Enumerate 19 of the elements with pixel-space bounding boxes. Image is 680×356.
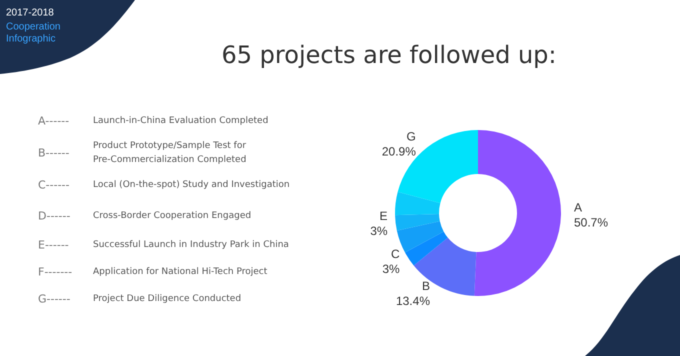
slice-label: C	[390, 246, 400, 261]
text: A------ Launch-in-China Evaluation Completed	[38, 114, 268, 128]
data-label: 50.7%	[574, 215, 608, 230]
text: F------- Application for National Hi-Tech Project	[38, 266, 268, 278]
chart-title: 65 projects are followed up:	[222, 41, 556, 69]
text: 2017-2018 Cooperation Infographic	[6, 8, 60, 44]
data-label: 3%	[370, 224, 388, 238]
text: B------ Product Prototype/Sample Test for Pre-Commercialization Completed	[38, 141, 246, 165]
data-label: 20.9%	[382, 144, 416, 159]
slice-label: E	[380, 208, 388, 223]
text: E------ Successful Launch in Industry Park in China	[38, 238, 289, 252]
slice-label: G	[406, 130, 416, 144]
text: C------ Local (On-the-spot) Study and Investigation	[38, 178, 290, 192]
slice-label: A	[574, 200, 582, 214]
text: D------ Cross-Border Cooperation Engaged	[38, 210, 252, 222]
slice-label: B	[422, 278, 430, 293]
text: G------ Project Due Diligence Conducted	[38, 292, 242, 306]
data-label: 3%	[382, 262, 400, 276]
data-label: 13.4%	[396, 294, 430, 308]
